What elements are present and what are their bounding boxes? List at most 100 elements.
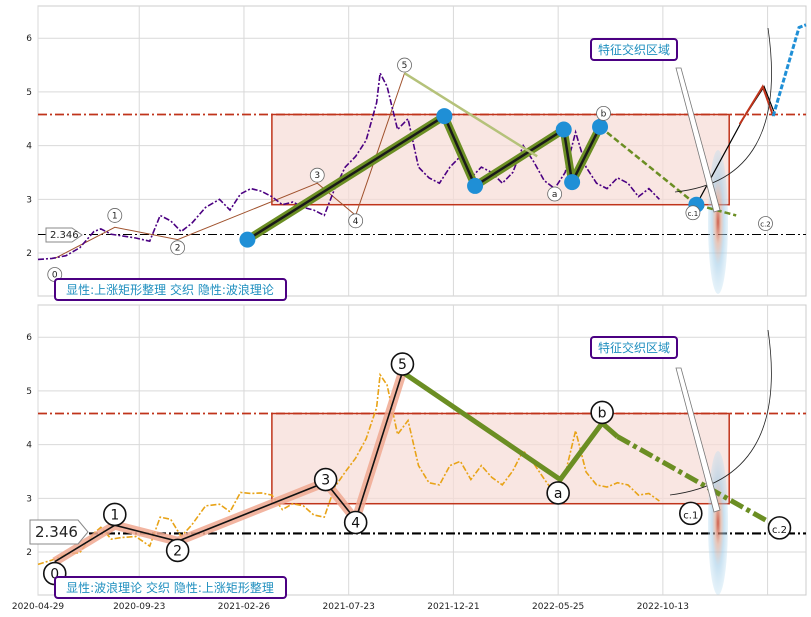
top-wave-label-circle xyxy=(107,208,123,223)
top-wave-node xyxy=(564,174,581,191)
top-wave-label: 4 xyxy=(348,213,364,229)
bottom-annotation-box: 特征交织区域 xyxy=(590,336,678,359)
bottom-wave-green xyxy=(401,370,620,483)
bot-y-tick-label: 4 xyxy=(26,441,32,451)
bottom-wave-label-text: 2 xyxy=(173,543,182,559)
top-wave-outline xyxy=(54,72,406,259)
bottom-title-box: 显性:波浪理论 交织 隐性:上涨矩形整理 xyxy=(54,576,287,599)
top-price-tag: 2.346 xyxy=(45,227,83,243)
top-consolidation-box xyxy=(271,113,730,206)
bottom-wave-label-text: c.2 xyxy=(772,525,787,536)
top-wave-label-text: 1 xyxy=(112,211,118,221)
bottom-wave-label-circle xyxy=(165,538,190,563)
top-wave-node xyxy=(555,121,572,138)
bottom-x-tick-label: 2020-09-23 xyxy=(113,602,165,612)
top-wave-core xyxy=(246,114,602,241)
top-wave-node xyxy=(239,231,256,248)
top-arc-arrow xyxy=(674,27,772,193)
bottom-wave-label-text: 4 xyxy=(351,516,360,532)
top-wave-node xyxy=(467,177,484,194)
bottom-wave-label: c.1 xyxy=(678,501,703,526)
bottom-price-tag-text: 2.346 xyxy=(35,523,78,541)
bottom-wave-label: b xyxy=(590,400,614,425)
bot-y-tick-label: 6 xyxy=(26,333,32,343)
bottom-wave-label-circle xyxy=(103,502,127,527)
top-annotation-box: 特征交织区域 xyxy=(590,38,678,61)
bottom-wave-label: a xyxy=(546,481,570,505)
bottom-wave-label-circle xyxy=(343,510,368,535)
top-wave-label-text: 4 xyxy=(353,217,359,227)
bottom-wave-dash xyxy=(616,434,781,531)
top-callout-pointer xyxy=(675,67,721,213)
bot-y-tick-label: 5 xyxy=(26,387,32,397)
top-future-red xyxy=(738,84,775,125)
top-panel: 2 3 4 5 6 0 1 2 3 4 5 a b c.1 c.2 2.346 特征交织区域 显性:上涨矩… xyxy=(26,5,807,301)
top-wave-nodes xyxy=(239,108,705,248)
bottom-x-tick-label: 2022-05-25 xyxy=(532,602,584,612)
bottom-price-series xyxy=(37,372,660,566)
bottom-wave-label-circle xyxy=(590,400,614,425)
bot-y-tick-label: 2 xyxy=(26,548,32,558)
bottom-x-tick-label: 2021-02-26 xyxy=(218,602,271,612)
bottom-x-tick-label: 2021-07-23 xyxy=(323,602,375,612)
top-title-text: 显性:上涨矩形整理 交织 隐性:波浪理论 xyxy=(66,282,274,297)
top-wave-label-circle xyxy=(685,205,701,221)
bottom-wave-label-circle xyxy=(678,501,703,526)
top-wave-label: 5 xyxy=(397,57,412,73)
top-wave-node xyxy=(436,108,453,125)
top-wave-label-text: 5 xyxy=(402,61,408,71)
bottom-y-ticks: 2 3 4 5 6 xyxy=(26,333,32,558)
bottom-annotation-text: 特征交织区域 xyxy=(598,340,670,355)
top-wave-label-circle xyxy=(348,213,364,229)
bottom-title-text: 显性:波浪理论 交织 隐性:上涨矩形整理 xyxy=(66,580,274,595)
bottom-arc-arrow xyxy=(669,329,772,496)
top-wave-label-circle xyxy=(758,216,773,231)
bottom-wave-label-text: 5 xyxy=(398,357,407,373)
bottom-x-tick-label: 2021-12-21 xyxy=(427,602,479,612)
bottom-panel: 2 3 4 5 6 2020-04-29 2020-09-23 2021-02-26 2021… xyxy=(12,304,807,612)
bottom-x-tick-label: 2022-10-13 xyxy=(637,602,689,612)
bottom-wave-labels: 0 1 2 3 4 5 a b c.1 c.2 xyxy=(42,352,792,586)
top-y-tick-label: 5 xyxy=(26,88,32,98)
top-price-series xyxy=(37,70,660,261)
bottom-x-ticks: 2020-04-29 2020-09-23 2021-02-26 2021-07-23… xyxy=(12,602,689,612)
top-wave-label-circle xyxy=(397,57,412,73)
bottom-wave-label-circle xyxy=(767,516,792,540)
bot-y-tick-label: 3 xyxy=(26,494,32,504)
top-wave-label-circle xyxy=(309,167,325,183)
bottom-callout-pointer xyxy=(675,367,721,513)
top-projection-line xyxy=(403,72,538,158)
top-wave-label-text: a xyxy=(552,190,558,200)
top-wave-label-circle xyxy=(596,106,611,121)
bottom-wave-label-text: a xyxy=(554,486,563,502)
bottom-wave-label: 1 xyxy=(103,502,127,527)
bottom-x-tick-label: 2020-04-29 xyxy=(12,602,65,612)
top-wave-label-circle xyxy=(547,186,563,202)
bottom-wave-label: 4 xyxy=(343,510,368,535)
bottom-wave-label: 3 xyxy=(313,467,338,492)
top-y-ticks: 2 3 4 5 6 xyxy=(26,34,32,259)
bottom-target-glow xyxy=(708,451,728,595)
top-wave-label-text: c.2 xyxy=(760,221,771,229)
top-wave-label: 3 xyxy=(309,167,325,183)
top-wave-label-circle xyxy=(170,240,186,256)
top-y-tick-label: 3 xyxy=(26,195,32,205)
bottom-wave-label-text: b xyxy=(598,405,607,421)
bottom-wave-line xyxy=(54,371,404,563)
bottom-wave-label: 5 xyxy=(390,352,415,376)
top-target-glow xyxy=(708,150,728,294)
bottom-wave-label-circle xyxy=(546,481,570,505)
top-annotation-text: 特征交织区域 xyxy=(598,42,670,57)
top-wave-label: a xyxy=(547,186,563,202)
top-wave-label-text: 2 xyxy=(175,244,181,254)
bottom-wave-label-circle xyxy=(390,352,415,376)
top-wave-label: b xyxy=(596,106,611,121)
top-wave-label: 2 xyxy=(170,240,186,256)
bottom-wave-label: c.2 xyxy=(767,516,792,540)
top-future-blue xyxy=(771,23,807,117)
top-title-box: 显性:上涨矩形整理 交织 隐性:波浪理论 xyxy=(54,278,287,301)
bottom-wave-label: 2 xyxy=(165,538,190,563)
top-wave-labels: 0 1 2 3 4 5 a b c.1 c.2 xyxy=(47,57,773,282)
bottom-wave-label-circle xyxy=(313,467,338,492)
